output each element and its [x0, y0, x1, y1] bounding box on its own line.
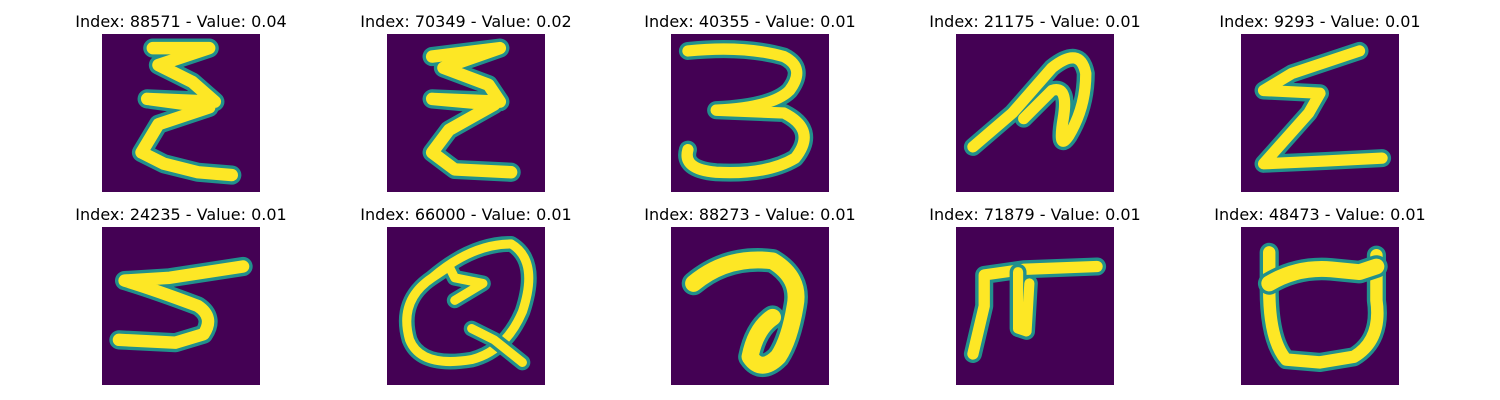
panel-2-title: Index: 70349 - Value: 0.02 — [360, 12, 572, 31]
panel-3-title: Index: 40355 - Value: 0.01 — [644, 12, 856, 31]
panel-3-digit-image — [671, 34, 829, 192]
panel-7-title: Index: 66000 - Value: 0.01 — [360, 205, 572, 224]
panel-4: Index: 21175 - Value: 0.01 — [915, 12, 1155, 202]
panel-9: Index: 71879 - Value: 0.01 — [915, 205, 1155, 395]
panel-8-title: Index: 88273 - Value: 0.01 — [644, 205, 856, 224]
panel-10-digit-image — [1241, 227, 1399, 385]
panel-2: Index: 70349 - Value: 0.02 — [346, 12, 586, 202]
panel-5-digit-image — [1241, 34, 1399, 192]
panel-8-digit-image — [671, 227, 829, 385]
panel-9-title: Index: 71879 - Value: 0.01 — [929, 205, 1141, 224]
panel-7-digit-image — [387, 227, 545, 385]
panel-10: Index: 48473 - Value: 0.01 — [1200, 205, 1440, 395]
panel-4-title: Index: 21175 - Value: 0.01 — [929, 12, 1141, 31]
panel-6: Index: 24235 - Value: 0.01 — [61, 205, 301, 395]
panel-1-title: Index: 88571 - Value: 0.04 — [75, 12, 287, 31]
panel-4-digit-image — [956, 34, 1114, 192]
panel-9-digit-image — [956, 227, 1114, 385]
panel-6-title: Index: 24235 - Value: 0.01 — [75, 205, 287, 224]
panel-3: Index: 40355 - Value: 0.01 — [630, 12, 870, 202]
panel-1: Index: 88571 - Value: 0.04 — [61, 12, 301, 202]
panel-10-title: Index: 48473 - Value: 0.01 — [1214, 205, 1426, 224]
panel-8: Index: 88273 - Value: 0.01 — [630, 205, 870, 395]
panel-5: Index: 9293 - Value: 0.01 — [1200, 12, 1440, 202]
panel-1-digit-image — [102, 34, 260, 192]
panel-2-digit-image — [387, 34, 545, 192]
panel-6-digit-image — [102, 227, 260, 385]
panel-7: Index: 66000 - Value: 0.01 — [346, 205, 586, 395]
panel-5-title: Index: 9293 - Value: 0.01 — [1219, 12, 1421, 31]
